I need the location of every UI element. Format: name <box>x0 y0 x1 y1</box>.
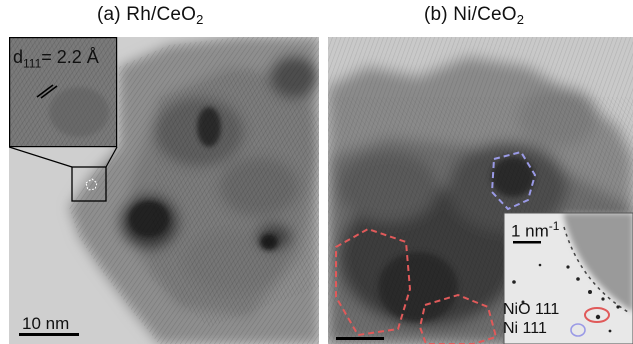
inset-scale-bar <box>513 241 541 244</box>
ni-111-label: Ni 111 <box>503 320 547 337</box>
scale-bar-a <box>19 333 79 336</box>
nio-particle-outline-2 <box>418 293 498 344</box>
d-spacing-label: d111= 2.2 Å <box>13 47 99 71</box>
ni-spot-circle <box>570 323 586 337</box>
panel-b-micrograph <box>328 37 633 344</box>
panel-a-micrograph <box>9 37 319 344</box>
inset-scale-label: 1 nm-1 <box>511 219 560 241</box>
scale-bar-b <box>336 337 384 340</box>
panel-a-image: d111= 2.2 Å 10 nm <box>9 37 319 344</box>
nio-spot-circle <box>584 307 610 323</box>
scale-bar-a-label: 10 nm <box>22 314 70 333</box>
double-slash-icon <box>36 84 58 99</box>
zoom-region-box <box>71 166 107 202</box>
hrtem-inset-frame <box>9 37 118 148</box>
panel-a-title: (a) Rh/CeO2 <box>97 4 204 27</box>
panel-b-image: 1 nm-1 NiO 111 Ni 111 <box>328 37 633 344</box>
panel-b-title: (b) Ni/CeO2 <box>424 4 525 27</box>
nio-particle-outline-1 <box>335 227 412 337</box>
ni-particle-outline <box>490 150 537 211</box>
nio-111-label: NiO 111 <box>503 301 560 318</box>
